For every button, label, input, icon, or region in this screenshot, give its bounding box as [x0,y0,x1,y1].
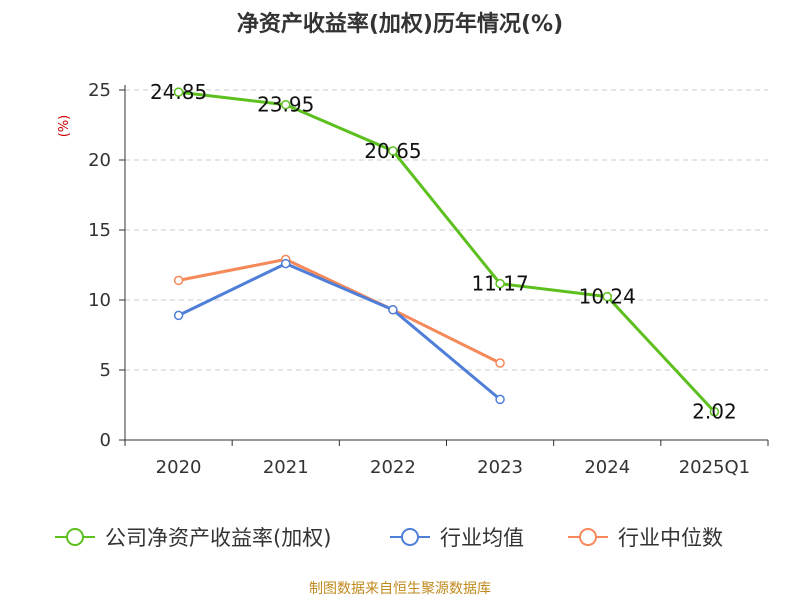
legend-marker-icon [66,528,84,546]
x-tick-label: 2022 [370,457,416,478]
legend[interactable]: 公司净资产收益率(加权) 行业均值 行业中位数 [55,526,723,550]
y-tick-label: 10 [88,290,111,311]
data-point[interactable] [709,406,720,417]
data-point[interactable] [388,146,398,156]
legend-label: 行业均值 [440,526,524,550]
legend-item[interactable]: 行业中位数 [568,526,723,550]
series-line [177,262,502,401]
legend-label: 行业中位数 [618,526,723,550]
data-point[interactable] [388,305,398,315]
series-line [177,90,716,414]
x-tick-label: 2021 [263,457,309,478]
data-label: 11.17 [471,272,528,296]
legend-item[interactable]: 公司净资产收益率(加权) [55,526,331,550]
y-axis-label: (%) [57,115,72,138]
data-point[interactable] [173,275,184,286]
grid-lines [125,89,768,371]
y-tick-label: 15 [88,220,111,241]
data-label: 23.95 [257,93,314,117]
data-point[interactable] [173,87,184,97]
legend-item[interactable]: 行业均值 [390,526,524,550]
legend-label: 公司净资产收益率(加权) [105,526,331,550]
data-point[interactable] [495,278,505,289]
data-point[interactable] [495,358,505,368]
x-tick-label: 2025Q1 [679,457,750,478]
x-tick-label: 2024 [584,457,630,478]
data-label: 2.02 [692,400,737,424]
y-tick-label: 25 [88,80,111,101]
series-line [177,257,502,365]
y-tick-label: 20 [88,150,111,171]
data-point[interactable] [173,310,184,321]
x-tick-label: 2020 [156,457,202,478]
data-label: 24.85 [150,80,207,104]
y-tick-label: 5 [100,360,111,381]
legend-marker-icon [579,528,597,546]
source-note: 制图数据来自恒生聚源数据库 [309,581,491,597]
legend-marker-icon [401,528,419,546]
data-label: 10.24 [579,285,636,309]
chart-title: 净资产收益率(加权)历年情况(%) [236,12,564,37]
axes: 0 5 10 15 20 25 2020 2021 2022 2023 2024 2025Q1 [88,80,769,478]
data-label: 20.65 [364,139,421,163]
y-tick-label: 0 [100,430,111,451]
data-labels: 24.85 23.95 20.65 11.17 10.24 2.02 [150,80,737,424]
data-point[interactable] [281,99,291,110]
x-tick-label: 2023 [477,457,523,478]
data-point[interactable] [495,394,505,405]
data-point[interactable] [602,291,612,302]
series-lines [173,87,720,417]
data-point[interactable] [281,258,291,269]
